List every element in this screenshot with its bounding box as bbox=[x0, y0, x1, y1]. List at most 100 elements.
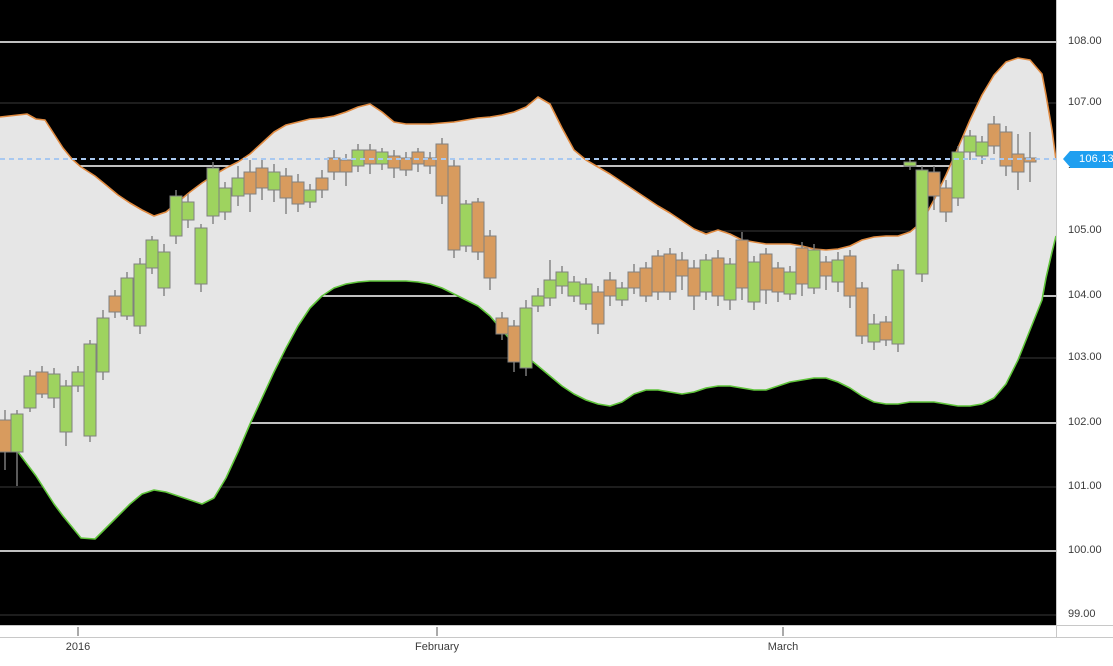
candlestick[interactable] bbox=[10, 410, 24, 486]
x-axis-tick-label: 2016 bbox=[65, 641, 91, 653]
candlestick[interactable] bbox=[723, 258, 737, 310]
candlestick[interactable] bbox=[59, 380, 73, 446]
candlestick[interactable] bbox=[206, 162, 220, 224]
candlestick[interactable] bbox=[735, 232, 749, 300]
candlestick[interactable] bbox=[194, 224, 208, 292]
candlestick[interactable] bbox=[855, 282, 869, 344]
candlestick[interactable] bbox=[531, 288, 545, 312]
candle-body-bearish bbox=[711, 257, 725, 297]
candlestick[interactable] bbox=[459, 200, 473, 252]
candlestick[interactable] bbox=[879, 316, 893, 346]
candle-body-bearish bbox=[651, 255, 665, 293]
candlestick[interactable] bbox=[543, 260, 557, 306]
candlestick[interactable] bbox=[663, 248, 677, 300]
candlestick[interactable] bbox=[711, 250, 725, 306]
candlestick[interactable] bbox=[351, 144, 365, 172]
candlestick[interactable] bbox=[483, 230, 497, 290]
candlestick[interactable] bbox=[603, 272, 617, 306]
candle-body-bearish bbox=[243, 171, 257, 195]
candlestick[interactable] bbox=[675, 252, 689, 290]
candle-body-bullish bbox=[615, 287, 629, 301]
candle-body-bearish bbox=[687, 267, 701, 297]
candle-body-bullish bbox=[169, 195, 183, 237]
candlestick[interactable] bbox=[471, 198, 485, 260]
candlestick[interactable] bbox=[157, 244, 171, 296]
candlestick[interactable] bbox=[555, 266, 569, 294]
candlestick[interactable] bbox=[987, 116, 1001, 154]
candlestick[interactable] bbox=[71, 366, 85, 392]
candlestick[interactable] bbox=[145, 236, 159, 274]
y-axis-tick-label: 99.00 bbox=[1068, 608, 1096, 620]
candle-body-bullish bbox=[903, 161, 917, 167]
upper-band-line bbox=[0, 57, 1057, 251]
candle-body-bearish bbox=[255, 167, 269, 189]
candlestick[interactable] bbox=[927, 166, 941, 210]
candlestick[interactable] bbox=[687, 260, 701, 310]
candle-body-bullish bbox=[120, 277, 134, 317]
candle-body-bearish bbox=[627, 271, 641, 289]
candlestick[interactable] bbox=[83, 340, 97, 442]
candle-body-bearish bbox=[108, 295, 122, 313]
candle-body-bullish bbox=[555, 271, 569, 287]
candlestick[interactable] bbox=[699, 254, 713, 300]
candlestick[interactable] bbox=[218, 182, 232, 220]
candlestick[interactable] bbox=[303, 184, 317, 208]
candlestick[interactable] bbox=[495, 312, 509, 340]
candlestick[interactable] bbox=[951, 146, 965, 206]
candlestick[interactable] bbox=[831, 252, 845, 292]
candle-body-bullish bbox=[747, 261, 761, 303]
candlestick[interactable] bbox=[23, 370, 37, 412]
candlestick[interactable] bbox=[315, 170, 329, 198]
candle-body-bullish bbox=[867, 323, 881, 343]
candlestick[interactable] bbox=[891, 264, 905, 352]
candlestick[interactable] bbox=[120, 272, 134, 320]
candlestick[interactable] bbox=[96, 310, 110, 380]
current-price-badge[interactable]: 106.13 bbox=[1063, 151, 1113, 168]
candlestick[interactable] bbox=[975, 136, 989, 164]
candle-body-bearish bbox=[843, 255, 857, 297]
candlestick[interactable] bbox=[519, 300, 533, 376]
candlestick[interactable] bbox=[591, 286, 605, 334]
candle-body-bullish bbox=[723, 263, 737, 301]
candle-body-bullish bbox=[133, 263, 147, 327]
candle-body-bullish bbox=[10, 413, 24, 453]
candlestick[interactable] bbox=[651, 250, 665, 300]
candlestick[interactable] bbox=[807, 244, 821, 294]
candlestick[interactable] bbox=[181, 194, 195, 228]
candle-body-bullish bbox=[975, 141, 989, 157]
candlestick[interactable] bbox=[615, 282, 629, 306]
candle-body-bearish bbox=[471, 201, 485, 253]
candle-body-bullish bbox=[579, 283, 593, 305]
candlestick[interactable] bbox=[435, 138, 449, 204]
candlestick[interactable] bbox=[47, 368, 61, 408]
candle-body-bearish bbox=[987, 123, 1001, 147]
candlestick[interactable] bbox=[843, 250, 857, 308]
candlestick[interactable] bbox=[291, 174, 305, 212]
candlestick[interactable] bbox=[169, 190, 183, 244]
candlesticks-group[interactable] bbox=[0, 116, 1037, 486]
candle-body-bullish bbox=[206, 167, 220, 217]
candle-body-bearish bbox=[819, 261, 833, 277]
candlestick[interactable] bbox=[999, 126, 1013, 176]
candle-body-bearish bbox=[327, 157, 341, 173]
candle-body-bullish bbox=[267, 171, 281, 191]
candle-body-bearish bbox=[35, 371, 49, 395]
candle-body-bearish bbox=[447, 165, 461, 251]
candlestick[interactable] bbox=[915, 166, 929, 282]
candlestick[interactable] bbox=[939, 180, 953, 222]
candle-body-bullish bbox=[963, 135, 977, 153]
candle-body-bullish bbox=[96, 317, 110, 373]
candlestick[interactable] bbox=[133, 258, 147, 334]
candlestick[interactable] bbox=[639, 262, 653, 302]
candlestick[interactable] bbox=[627, 264, 641, 294]
candle-body-bullish bbox=[194, 227, 208, 285]
candlestick[interactable] bbox=[819, 256, 833, 290]
candlestick[interactable] bbox=[507, 320, 521, 372]
candle-body-bullish bbox=[218, 187, 232, 213]
candle-body-bullish bbox=[231, 177, 245, 197]
candlestick[interactable] bbox=[759, 248, 773, 304]
candle-body-bearish bbox=[855, 287, 869, 337]
candlestick[interactable] bbox=[447, 160, 461, 258]
candlestick[interactable] bbox=[747, 256, 761, 310]
